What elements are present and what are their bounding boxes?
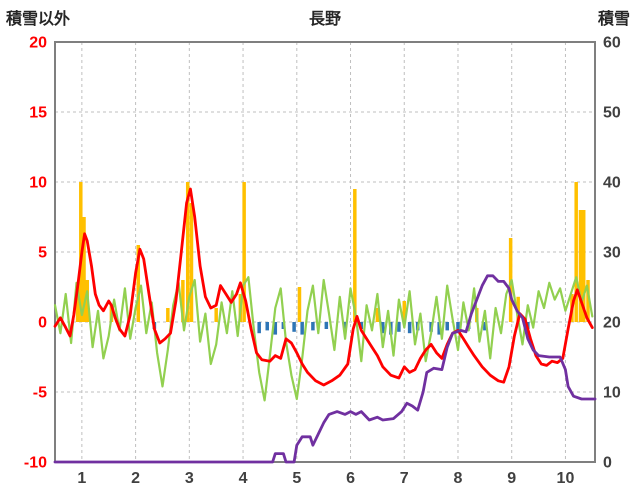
svg-text:15: 15 <box>29 105 47 122</box>
svg-text:2: 2 <box>131 470 140 487</box>
svg-text:10: 10 <box>557 470 575 487</box>
svg-text:50: 50 <box>603 105 621 122</box>
red-line-series <box>53 187 594 387</box>
plot-border <box>54 41 596 463</box>
svg-text:7: 7 <box>400 470 409 487</box>
green-line-series <box>53 276 594 402</box>
svg-text:4: 4 <box>239 470 248 487</box>
svg-text:-5: -5 <box>33 385 47 402</box>
svg-text:60: 60 <box>603 35 621 52</box>
svg-text:5: 5 <box>292 470 301 487</box>
chart-title: 長野 <box>308 11 341 28</box>
svg-text:8: 8 <box>454 470 463 487</box>
svg-text:10: 10 <box>603 385 621 402</box>
svg-text:3: 3 <box>185 470 194 487</box>
svg-text:-10: -10 <box>24 455 47 472</box>
svg-text:6: 6 <box>346 470 355 487</box>
right-axis-title: 積雪 <box>597 11 630 28</box>
svg-text:5: 5 <box>38 245 47 262</box>
svg-text:20: 20 <box>603 315 621 332</box>
grid-layer <box>55 42 595 462</box>
svg-text:1: 1 <box>77 470 86 487</box>
blue-bars-series <box>152 322 530 335</box>
svg-text:30: 30 <box>603 245 621 262</box>
svg-text:40: 40 <box>603 175 621 192</box>
svg-text:9: 9 <box>507 470 516 487</box>
svg-text:0: 0 <box>38 315 47 332</box>
svg-text:0: 0 <box>603 455 612 472</box>
svg-text:10: 10 <box>29 175 47 192</box>
svg-text:20: 20 <box>29 35 47 52</box>
purple-line-series <box>53 274 597 464</box>
left-axis-title: 積雪以外 <box>6 11 71 28</box>
